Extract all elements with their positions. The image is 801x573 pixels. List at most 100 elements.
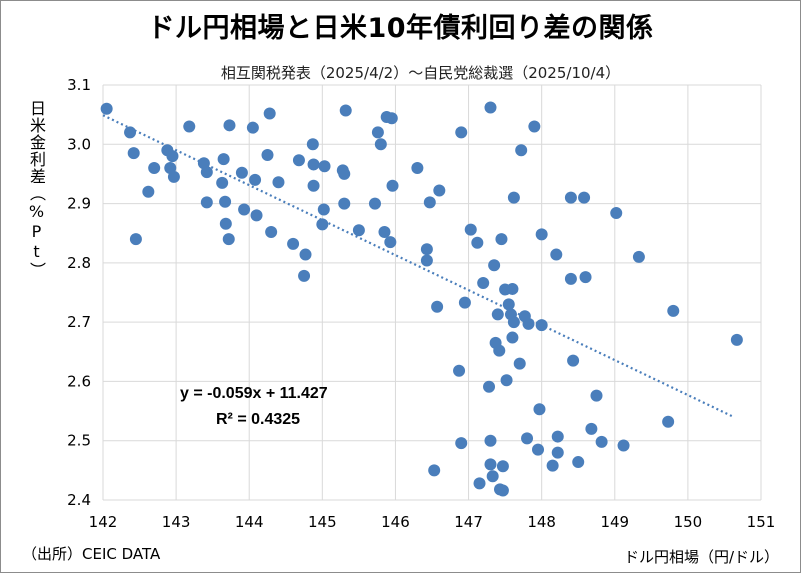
data-point <box>317 203 330 216</box>
trendline <box>102 114 733 418</box>
data-point <box>352 224 365 237</box>
x-tick-label: 142 <box>89 513 118 531</box>
data-point <box>455 126 468 139</box>
data-point <box>307 179 320 192</box>
chart-title: ドル円相場と日米10年債利回り差の関係 <box>147 13 654 44</box>
data-point <box>535 319 548 332</box>
data-point <box>617 439 630 452</box>
data-point <box>578 191 591 204</box>
x-tick-label: 147 <box>454 513 483 531</box>
data-point <box>632 250 645 263</box>
data-point <box>522 317 535 330</box>
trendline-equation: y = -0.059x + 11.427 <box>180 385 328 402</box>
data-point <box>318 160 331 173</box>
data-point <box>420 254 433 267</box>
data-point <box>464 223 477 236</box>
trendline-group <box>102 114 733 418</box>
data-point <box>730 333 743 346</box>
data-point <box>272 176 285 189</box>
data-point <box>551 430 564 443</box>
data-point <box>507 316 520 329</box>
data-point <box>219 195 232 208</box>
data-point <box>167 170 180 183</box>
data-point <box>564 191 577 204</box>
data-point <box>471 236 484 249</box>
data-point <box>546 459 559 472</box>
data-point <box>528 120 541 133</box>
source-note: （出所）CEIC DATA <box>22 545 161 563</box>
data-point <box>506 282 519 295</box>
data-point <box>200 166 213 179</box>
data-point <box>219 217 232 230</box>
y-tick-label: 2.4 <box>67 491 91 509</box>
data-point <box>339 104 352 117</box>
data-point <box>484 101 497 114</box>
y-tick-label: 3.0 <box>67 135 91 153</box>
x-tick-label: 146 <box>381 513 410 531</box>
data-point <box>495 233 508 246</box>
data-point <box>423 196 436 209</box>
data-point <box>433 184 446 197</box>
data-point <box>579 271 592 284</box>
data-point <box>585 422 598 435</box>
data-point <box>265 226 278 239</box>
data-point <box>455 437 468 450</box>
y-axis-label: 日米金利差（%Pt） <box>27 100 46 279</box>
data-point <box>473 477 486 490</box>
data-point <box>595 435 608 448</box>
data-point <box>610 207 623 220</box>
y-tick-label: 2.9 <box>67 195 91 213</box>
data-point <box>223 119 236 132</box>
data-point <box>491 308 504 321</box>
data-point <box>222 233 235 246</box>
data-point <box>488 259 501 272</box>
data-points <box>100 101 743 497</box>
data-point <box>667 304 680 317</box>
data-point <box>532 443 545 456</box>
data-point <box>484 458 497 471</box>
data-point <box>261 148 274 161</box>
x-tick-label: 143 <box>162 513 191 531</box>
data-point <box>100 102 113 115</box>
data-point <box>217 153 230 166</box>
data-point <box>500 374 513 387</box>
data-point <box>507 191 520 204</box>
y-tick-label: 2.8 <box>67 254 91 272</box>
data-point <box>368 197 381 210</box>
y-tick-label: 3.1 <box>67 76 91 94</box>
x-tick-label: 148 <box>527 513 556 531</box>
data-point <box>428 464 441 477</box>
data-point <box>431 300 444 313</box>
data-point <box>263 107 276 120</box>
data-point <box>506 331 519 344</box>
data-point <box>127 147 140 160</box>
data-point <box>385 112 398 125</box>
data-point <box>249 173 262 186</box>
data-point <box>493 344 506 357</box>
x-tick-label: 151 <box>747 513 776 531</box>
data-point <box>129 233 142 246</box>
data-point <box>535 228 548 241</box>
data-point <box>142 185 155 198</box>
y-tick-label: 2.6 <box>67 372 91 390</box>
data-point <box>502 298 515 311</box>
x-tick-label: 145 <box>308 513 337 531</box>
data-point <box>564 272 577 285</box>
data-point <box>307 158 320 171</box>
data-point <box>483 380 496 393</box>
data-point <box>166 150 179 163</box>
data-point <box>515 144 528 157</box>
x-axis-label: ドル円相場（円/ドル） <box>623 548 779 566</box>
data-point <box>420 243 433 256</box>
data-point <box>238 203 251 216</box>
data-point <box>411 162 424 174</box>
data-point <box>567 354 580 367</box>
x-tick-labels: 142 143 144 145 146 147 148 149 150 151 <box>89 513 776 531</box>
data-point <box>371 126 384 139</box>
data-point <box>316 218 329 231</box>
data-point <box>486 470 499 483</box>
data-point <box>200 196 213 209</box>
data-point <box>533 403 546 416</box>
